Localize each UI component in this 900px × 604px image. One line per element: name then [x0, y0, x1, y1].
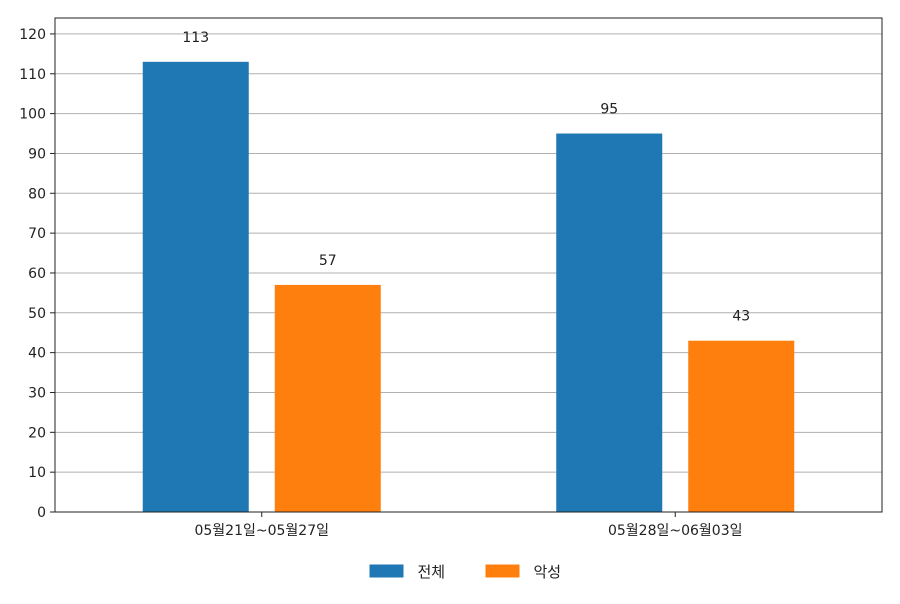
axes: 0 10 20 30 40 50 60 70 80 90 100 110 120 05월21일~05월27…	[19, 17, 883, 539]
y-tick-label: 70	[28, 226, 46, 242]
bar	[274, 284, 381, 512]
legend: 전체 악성	[369, 563, 562, 581]
data-labels: 113 57 95 43	[182, 30, 750, 325]
bar	[142, 61, 249, 513]
y-tick-label: 0	[37, 505, 46, 521]
bar-value-label: 43	[732, 309, 750, 325]
bar	[688, 340, 795, 512]
legend-swatch	[369, 564, 404, 578]
bar-value-label: 113	[182, 30, 209, 46]
bars	[142, 61, 795, 513]
plot-frame	[54, 17, 883, 513]
y-tick-label: 110	[19, 67, 46, 83]
legend-swatch	[485, 564, 520, 578]
bar	[556, 133, 663, 512]
y-tick-label: 30	[28, 385, 46, 401]
y-tick-label: 20	[28, 425, 46, 441]
y-tick-label: 80	[28, 186, 46, 202]
x-tick-label: 05월21일~05월27일	[194, 523, 329, 539]
y-tick-label: 90	[28, 146, 46, 162]
y-tick-label: 40	[28, 346, 46, 362]
y-tick-label: 60	[28, 266, 46, 282]
y-tick-label: 50	[28, 306, 46, 322]
y-tick-label: 100	[19, 107, 46, 123]
y-tick-label: 10	[28, 465, 46, 481]
bar-value-label: 57	[319, 253, 337, 269]
legend-label: 전체	[418, 563, 446, 581]
bar-value-label: 95	[600, 102, 618, 118]
legend-label: 악성	[534, 563, 562, 581]
x-tick-label: 05월28일~06월03일	[608, 523, 743, 539]
y-tick-label: 120	[19, 27, 46, 43]
